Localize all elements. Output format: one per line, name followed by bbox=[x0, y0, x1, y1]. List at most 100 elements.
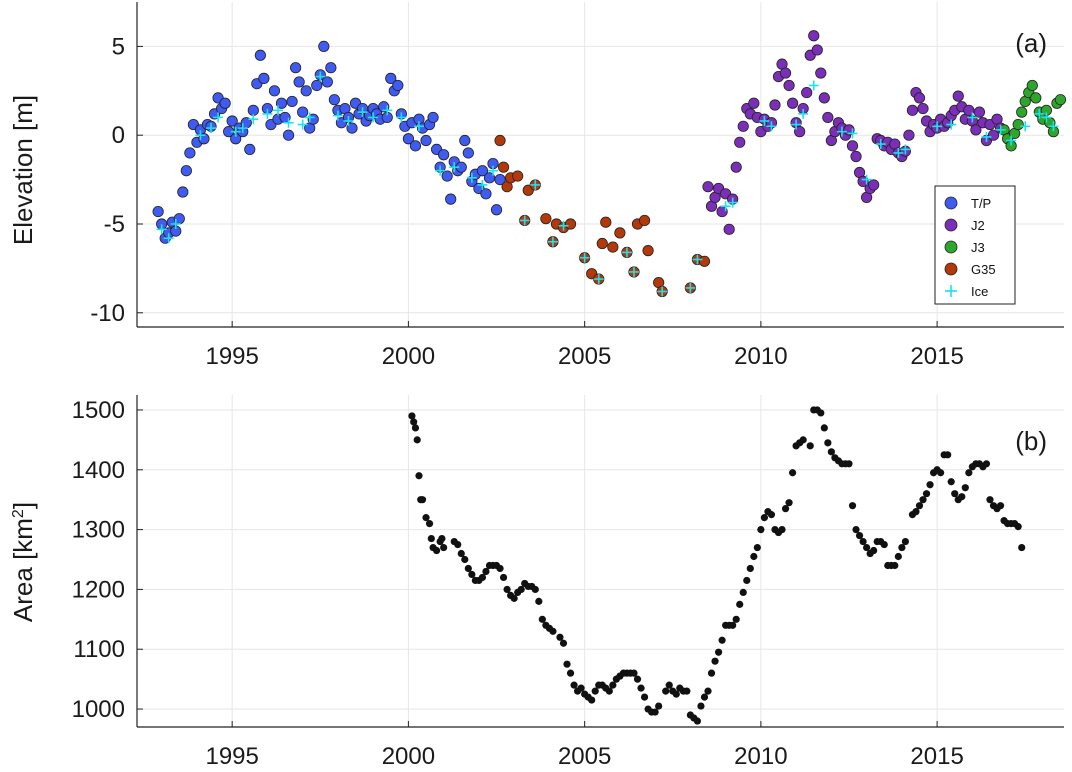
point-ice bbox=[946, 119, 957, 130]
point-tp bbox=[321, 76, 333, 88]
point-j2 bbox=[794, 126, 806, 138]
point-area bbox=[408, 412, 416, 420]
panel-a-ytick-label: 5 bbox=[112, 33, 125, 60]
panel-a-elevation: 1995 2000 2005 2010 2015 5 0 -5 -10 (a) Elevatio… bbox=[8, 2, 1067, 370]
point-area bbox=[609, 681, 617, 689]
point-j2 bbox=[818, 92, 830, 104]
point-tp bbox=[275, 97, 288, 109]
point-area bbox=[958, 493, 966, 501]
point-area bbox=[778, 525, 786, 534]
panel-b-ylabel-sup: 2 bbox=[10, 509, 27, 518]
panel-b-xtick-label: 2000 bbox=[382, 743, 435, 770]
point-area bbox=[556, 633, 564, 641]
point-j2 bbox=[917, 102, 929, 115]
point-area bbox=[549, 627, 557, 635]
point-area bbox=[704, 687, 712, 695]
panel-b-ytick-label: 1300 bbox=[72, 517, 125, 544]
point-area bbox=[655, 702, 663, 710]
point-area bbox=[760, 514, 768, 522]
point-area bbox=[503, 585, 511, 594]
legend-marker-g35 bbox=[944, 262, 958, 276]
point-ice bbox=[315, 71, 326, 82]
point-j2 bbox=[987, 129, 1000, 141]
panel-b-ytick-label: 1200 bbox=[72, 576, 125, 603]
point-tp bbox=[392, 79, 404, 92]
panel-a-xtick-label: 2010 bbox=[734, 343, 787, 370]
point-area bbox=[577, 684, 585, 692]
point-ice bbox=[382, 105, 393, 116]
point-ice bbox=[893, 147, 904, 158]
point-area bbox=[457, 549, 465, 558]
point-ice bbox=[206, 123, 217, 134]
panel-a-ytick-label: -5 bbox=[104, 211, 125, 238]
point-ice bbox=[248, 114, 259, 125]
point-g35 bbox=[600, 216, 612, 228]
point-area bbox=[736, 600, 744, 608]
point-g35 bbox=[596, 237, 608, 250]
point-tp bbox=[297, 106, 309, 118]
point-g35 bbox=[642, 245, 654, 257]
point-area bbox=[496, 564, 504, 573]
legend-label-j3: J3 bbox=[971, 240, 985, 255]
point-j2 bbox=[723, 223, 735, 235]
point-j2 bbox=[822, 111, 834, 124]
point-area bbox=[922, 490, 931, 498]
point-area bbox=[662, 687, 670, 695]
point-area bbox=[591, 687, 599, 695]
point-area bbox=[961, 484, 969, 492]
point-ice bbox=[579, 252, 590, 263]
point-area bbox=[538, 615, 546, 623]
point-area bbox=[739, 588, 747, 597]
point-ice bbox=[237, 123, 248, 134]
point-tp bbox=[402, 133, 415, 145]
point-j2 bbox=[779, 67, 792, 79]
point-ice bbox=[720, 201, 731, 212]
panel-b-ylabel: Area [km2] bbox=[8, 502, 38, 622]
point-area bbox=[640, 693, 649, 701]
point-area bbox=[848, 502, 857, 510]
point-ice bbox=[343, 115, 354, 126]
point-tp bbox=[476, 165, 489, 177]
point-tp bbox=[420, 134, 432, 147]
point-tp bbox=[494, 173, 506, 186]
panel-b-xtick-label: 2015 bbox=[910, 743, 963, 770]
point-ice bbox=[1006, 135, 1017, 146]
point-area bbox=[965, 469, 973, 477]
point-area bbox=[714, 648, 723, 656]
point-j2 bbox=[857, 175, 869, 187]
point-j2 bbox=[903, 129, 915, 141]
point-j2 bbox=[811, 44, 823, 56]
point-area bbox=[683, 687, 691, 695]
point-ice bbox=[1020, 121, 1031, 132]
point-j2 bbox=[906, 104, 919, 116]
point-area bbox=[937, 469, 945, 477]
point-g35 bbox=[497, 161, 510, 173]
point-g35 bbox=[698, 255, 711, 267]
panel-a-xtick-label: 2015 bbox=[910, 343, 963, 370]
point-tp bbox=[459, 134, 471, 147]
point-ice bbox=[657, 286, 668, 297]
point-tp bbox=[268, 85, 281, 97]
point-ice bbox=[449, 162, 460, 173]
point-ice bbox=[519, 215, 530, 226]
point-tp bbox=[177, 186, 189, 198]
point-tp bbox=[385, 72, 397, 84]
point-area bbox=[482, 567, 490, 576]
point-ice bbox=[692, 254, 703, 265]
point-area bbox=[697, 702, 705, 710]
point-tp bbox=[282, 129, 295, 141]
point-ice bbox=[272, 105, 283, 116]
point-area bbox=[570, 681, 578, 689]
point-j2 bbox=[769, 99, 781, 111]
point-g35 bbox=[564, 218, 577, 230]
point-area bbox=[440, 543, 448, 552]
point-j3 bbox=[1054, 94, 1067, 106]
point-ice bbox=[1041, 112, 1052, 123]
panel-a-ylabel: Elevation [m] bbox=[8, 95, 38, 245]
point-ice bbox=[558, 220, 569, 231]
point-area bbox=[919, 496, 927, 504]
point-area bbox=[820, 424, 828, 432]
point-area bbox=[510, 594, 518, 602]
point-j2 bbox=[748, 97, 760, 109]
point-ice bbox=[396, 112, 407, 123]
